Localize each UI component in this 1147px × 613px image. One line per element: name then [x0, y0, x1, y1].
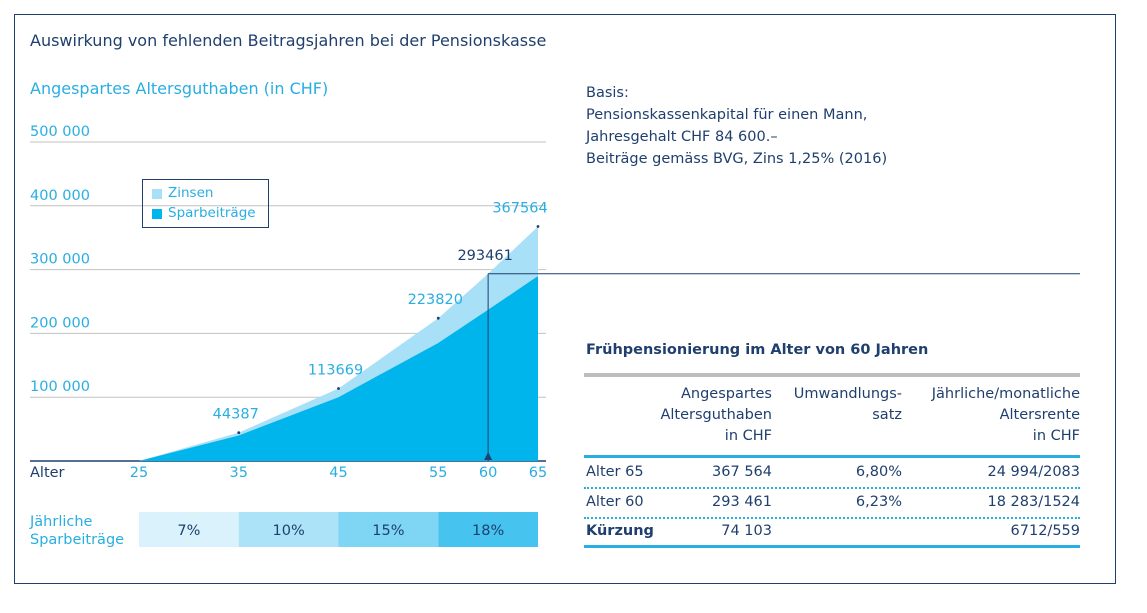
legend-label-zinsen: Zinsen — [168, 185, 214, 201]
contribution-band — [438, 512, 538, 547]
basis-line-2: Pensionskassenkapital für einen Mann, — [586, 107, 868, 123]
data-label: 113669 — [308, 362, 363, 378]
data-point — [337, 387, 340, 390]
table-header-pension: Jährliche/monatliche Altersrente in CHF — [931, 386, 1080, 444]
figure-frame — [14, 14, 1116, 584]
table-header-rule — [584, 455, 1080, 458]
basis-note: Basis: Pensionskassenkapital für einen M… — [586, 82, 887, 170]
row-capital: 293 461 — [712, 494, 772, 510]
basis-line-4: Beiträge gemäss BVG, Zins 1,25% (2016) — [586, 151, 888, 167]
y-tick-label: 400 000 — [30, 188, 90, 204]
row-pension: 24 994/2083 — [987, 464, 1080, 480]
data-label: 293461 — [457, 248, 512, 264]
contribution-rates-label: Jährliche — [29, 514, 93, 530]
contribution-band — [139, 512, 239, 547]
row-rate: 6,23% — [855, 494, 902, 510]
basis-line-1: Basis: — [586, 85, 629, 101]
contribution-rates-label: Sparbeiträge — [30, 532, 124, 548]
x-tick-label: 25 — [130, 465, 148, 481]
table-bottom-rule — [584, 545, 1080, 548]
contribution-band-label: 7% — [177, 523, 200, 539]
y-tick-label: 200 000 — [30, 315, 90, 331]
x-tick-label: 65 — [529, 465, 547, 481]
marker — [484, 273, 1080, 461]
table-row-separator — [584, 487, 1080, 489]
x-tick-label: 35 — [230, 465, 248, 481]
row-rate: 6,80% — [855, 464, 902, 480]
contribution-band — [338, 512, 439, 547]
areas — [139, 226, 538, 461]
legend-swatch-sparbeitraege — [152, 209, 162, 219]
row-label: Kürzung — [586, 523, 654, 539]
table-top-rule — [584, 373, 1080, 377]
legend-swatch-zinsen — [152, 189, 162, 199]
chart-title: Angespartes Altersguthaben (in CHF) — [30, 79, 329, 98]
labels: 100 000 200 000 300 000 400 000 500 000 Alter… — [30, 124, 548, 481]
area-sparbeitraege — [139, 275, 538, 461]
contribution-band — [238, 512, 339, 547]
row-capital: 74 103 — [721, 523, 772, 539]
row-pension: 6712/559 — [1010, 523, 1080, 539]
data-label: 223820 — [408, 292, 463, 308]
contribution-bands: Jährliche Sparbeiträge 7% 10% 15% 18% — [29, 512, 538, 548]
x-axis-label: Alter — [30, 465, 65, 481]
row-pension: 18 283/1524 — [987, 494, 1080, 510]
row-label: Alter 65 — [586, 464, 644, 480]
table-header-rate: Umwandlungs- satz — [793, 386, 902, 423]
legend-label-sparbeitraege: Sparbeiträge — [168, 205, 256, 221]
data-point — [436, 316, 440, 320]
y-tick-label: 500 000 — [30, 124, 90, 140]
table-header-capital: Angespartes Altersguthaben in CHF — [660, 386, 772, 444]
row-label: Alter 60 — [586, 494, 644, 510]
data-label: 44387 — [213, 407, 259, 423]
contribution-band-label: 15% — [372, 523, 404, 539]
y-tick-label: 100 000 — [30, 379, 90, 395]
table-title: Frühpensionierung im Alter von 60 Jahren — [586, 342, 929, 358]
y-tick-label: 300 000 — [30, 252, 90, 268]
contribution-band-label: 10% — [273, 523, 305, 539]
legend-box: Zinsen Sparbeiträge — [142, 179, 269, 228]
x-tick-label: 60 — [479, 465, 497, 481]
basis-line-3: Jahresgehalt CHF 84 600.– — [586, 129, 778, 145]
data-point — [536, 225, 540, 228]
contribution-band-label: 18% — [472, 523, 504, 539]
x-tick-label: 55 — [429, 465, 447, 481]
marker-triangle — [484, 452, 493, 460]
x-tick-label: 45 — [329, 465, 347, 481]
table-row-separator — [584, 517, 1080, 519]
figure-title: Auswirkung von fehlenden Beitragsjahren … — [30, 31, 547, 50]
row-capital: 367 564 — [712, 464, 772, 480]
data-label: 367564 — [492, 200, 547, 216]
data-point — [237, 431, 241, 435]
